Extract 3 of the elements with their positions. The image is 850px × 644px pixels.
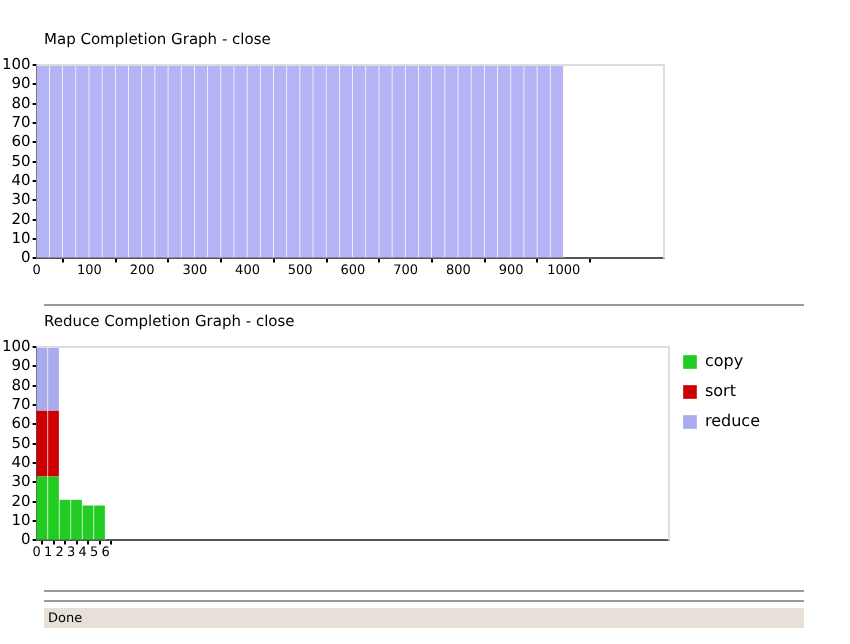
legend-label: sort — [704, 382, 736, 401]
legend-label: copy — [704, 352, 744, 371]
legend-label: reduce — [704, 412, 761, 431]
